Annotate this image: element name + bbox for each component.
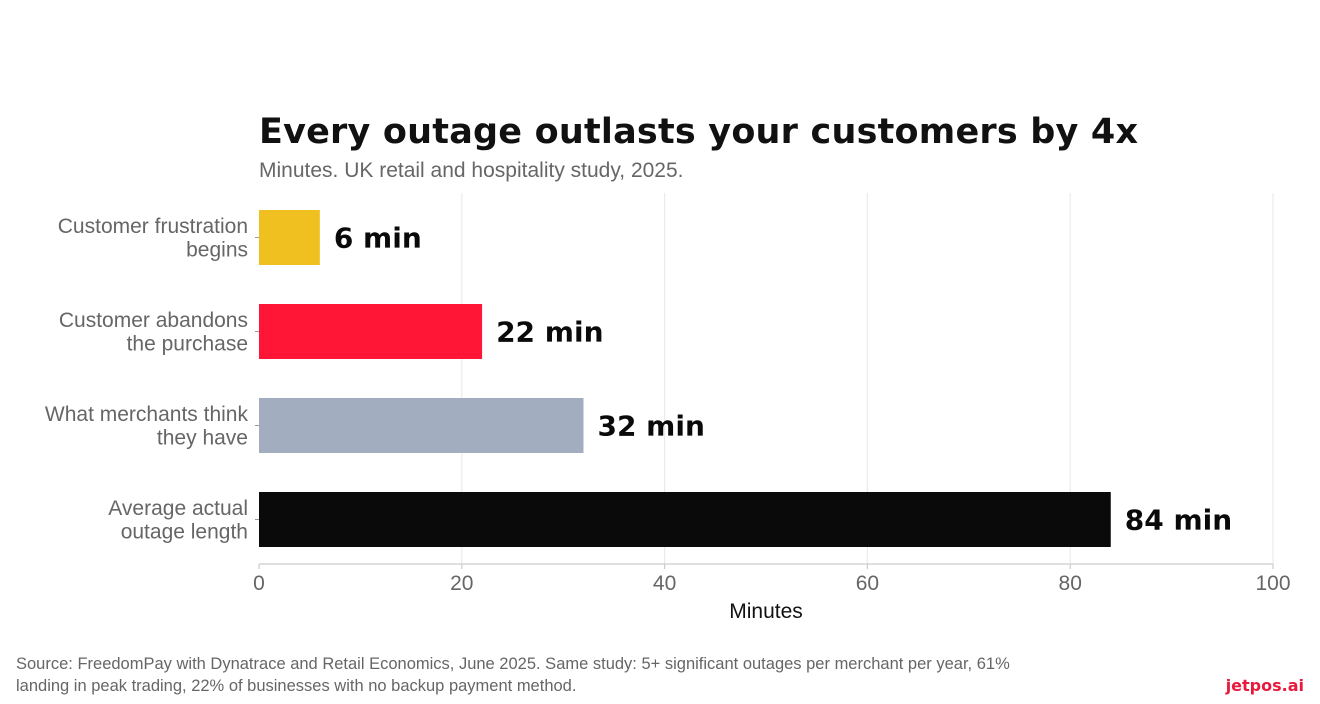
bar xyxy=(259,304,483,359)
x-tick-label: 0 xyxy=(253,572,265,595)
x-tick-label: 60 xyxy=(856,572,879,595)
x-tick-label: 100 xyxy=(1255,572,1290,595)
category-label: begins xyxy=(186,238,248,261)
chart-subtitle: Minutes. UK retail and hospitality study… xyxy=(259,159,684,182)
bar xyxy=(259,398,584,453)
source-note: Source: FreedomPay with Dynatrace and Re… xyxy=(16,655,1010,695)
category-label: Average actual xyxy=(108,497,248,520)
data-label: 22 min xyxy=(496,316,603,349)
category-label: the purchase xyxy=(127,332,248,355)
data-label: 6 min xyxy=(334,222,422,255)
x-tick-label: 40 xyxy=(653,572,676,595)
category-label: outage length xyxy=(121,520,248,543)
bar xyxy=(259,210,320,265)
category-label: Customer abandons xyxy=(59,309,248,332)
x-axis-title: Minutes xyxy=(729,600,803,623)
chart-title: Every outage outlasts your customers by … xyxy=(259,112,1139,152)
x-tick-label: 20 xyxy=(450,572,473,595)
brand-logo[interactable]: jetpos.ai xyxy=(1225,676,1304,695)
category-label: What merchants think xyxy=(45,403,249,426)
x-tick-label: 80 xyxy=(1059,572,1082,595)
bar xyxy=(259,492,1111,547)
category-label: Customer frustration xyxy=(58,215,248,238)
data-label: 84 min xyxy=(1125,504,1232,537)
data-label: 32 min xyxy=(597,410,704,443)
category-label: they have xyxy=(157,426,248,449)
